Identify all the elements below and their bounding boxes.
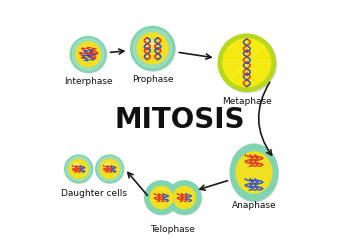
Circle shape: [76, 42, 100, 67]
Circle shape: [131, 27, 175, 71]
Circle shape: [150, 186, 172, 209]
Circle shape: [70, 36, 106, 72]
Circle shape: [219, 35, 276, 92]
Circle shape: [168, 181, 202, 215]
Ellipse shape: [230, 144, 278, 201]
Circle shape: [65, 156, 93, 183]
Circle shape: [100, 159, 119, 179]
Circle shape: [71, 37, 107, 73]
Circle shape: [218, 34, 275, 91]
Circle shape: [98, 157, 122, 181]
Text: Interphase: Interphase: [64, 77, 112, 86]
Text: Metaphase: Metaphase: [222, 97, 272, 106]
Circle shape: [145, 181, 179, 215]
Circle shape: [223, 39, 271, 87]
Circle shape: [145, 181, 178, 214]
Circle shape: [144, 39, 153, 48]
Circle shape: [133, 29, 172, 68]
Circle shape: [66, 157, 91, 181]
Circle shape: [65, 155, 93, 183]
Circle shape: [69, 159, 88, 179]
Circle shape: [81, 47, 89, 54]
Circle shape: [96, 156, 124, 183]
Circle shape: [73, 163, 79, 169]
Text: Telophase: Telophase: [150, 225, 195, 234]
Circle shape: [104, 163, 110, 169]
Circle shape: [96, 155, 123, 183]
Text: Daughter cells: Daughter cells: [61, 189, 127, 198]
Ellipse shape: [231, 145, 279, 202]
Circle shape: [137, 33, 168, 64]
Circle shape: [72, 39, 104, 70]
Text: MITOSIS: MITOSIS: [115, 106, 245, 134]
Circle shape: [131, 26, 175, 70]
Circle shape: [167, 181, 201, 214]
Circle shape: [173, 186, 195, 209]
Text: Prophase: Prophase: [132, 75, 173, 84]
Text: Anaphase: Anaphase: [231, 201, 276, 210]
Ellipse shape: [236, 152, 272, 193]
